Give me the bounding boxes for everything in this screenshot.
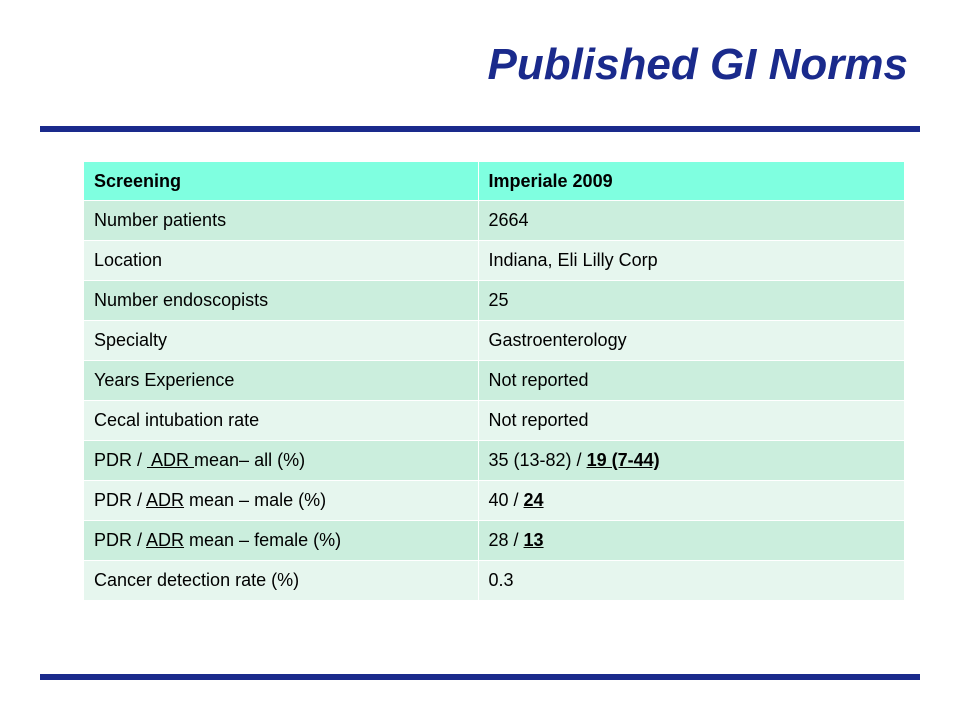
table-row: Years Experience Not reported xyxy=(84,360,904,401)
table-row: PDR / ADR mean – female (%) 28 / 13 xyxy=(84,520,904,561)
value-prefix: 40 / xyxy=(488,490,524,510)
row-label: Number endoscopists xyxy=(84,280,478,321)
row-value: Not reported xyxy=(477,360,904,401)
row-value: 25 xyxy=(477,280,904,321)
label-suffix: mean – male (%) xyxy=(184,490,327,510)
adr-underlined: ADR xyxy=(146,490,185,510)
row-label: Number patients xyxy=(84,200,478,241)
row-label: Location xyxy=(84,240,478,281)
table-row: Number endoscopists 25 xyxy=(84,280,904,321)
label-suffix: mean – female (%) xyxy=(184,530,342,550)
label-prefix: PDR / xyxy=(94,530,147,550)
row-value: 28 / 13 xyxy=(477,520,904,561)
adr-value: 13 xyxy=(523,530,544,550)
row-value: Not reported xyxy=(477,400,904,441)
row-value: 35 (13-82) / 19 (7-44) xyxy=(477,440,904,481)
row-value: 40 / 24 xyxy=(477,480,904,521)
row-value: Gastroenterology xyxy=(477,320,904,361)
row-label: Years Experience xyxy=(84,360,478,401)
adr-value: 19 (7-44) xyxy=(586,450,660,470)
row-label: PDR / ADR mean – female (%) xyxy=(84,520,478,561)
row-value: 0.3 xyxy=(477,560,904,601)
label-suffix: mean– all (%) xyxy=(194,450,306,470)
adr-underlined: ADR xyxy=(147,450,195,470)
header-study: Imperiale 2009 xyxy=(477,162,904,201)
top-divider xyxy=(40,126,920,132)
row-value: Indiana, Eli Lilly Corp xyxy=(477,240,904,281)
row-value: 2664 xyxy=(477,200,904,241)
gi-norms-table: Screening Imperiale 2009 Number patients… xyxy=(84,162,904,601)
row-label: PDR / ADR mean – male (%) xyxy=(84,480,478,521)
table-row: PDR / ADR mean – male (%) 40 / 24 xyxy=(84,480,904,521)
label-prefix: PDR / xyxy=(94,490,147,510)
row-label: Cecal intubation rate xyxy=(84,400,478,441)
slide-title: Published GI Norms xyxy=(487,40,908,89)
row-label: Specialty xyxy=(84,320,478,361)
header-screening: Screening xyxy=(84,162,478,201)
table-header-row: Screening Imperiale 2009 xyxy=(84,162,904,201)
row-label: Cancer detection rate (%) xyxy=(84,560,478,601)
table-row: Specialty Gastroenterology xyxy=(84,320,904,361)
table-row: Location Indiana, Eli Lilly Corp xyxy=(84,240,904,281)
label-prefix: PDR / xyxy=(94,450,148,470)
table-row: Cecal intubation rate Not reported xyxy=(84,400,904,441)
value-prefix: 35 (13-82) / xyxy=(488,450,587,470)
value-prefix: 28 / xyxy=(488,530,524,550)
adr-underlined: ADR xyxy=(146,530,185,550)
table-row: PDR / ADR mean– all (%) 35 (13-82) / 19 … xyxy=(84,440,904,481)
row-label: PDR / ADR mean– all (%) xyxy=(84,440,478,481)
table-row: Number patients 2664 xyxy=(84,200,904,241)
table-row: Cancer detection rate (%) 0.3 xyxy=(84,560,904,601)
adr-value: 24 xyxy=(523,490,544,510)
bottom-divider xyxy=(40,674,920,680)
